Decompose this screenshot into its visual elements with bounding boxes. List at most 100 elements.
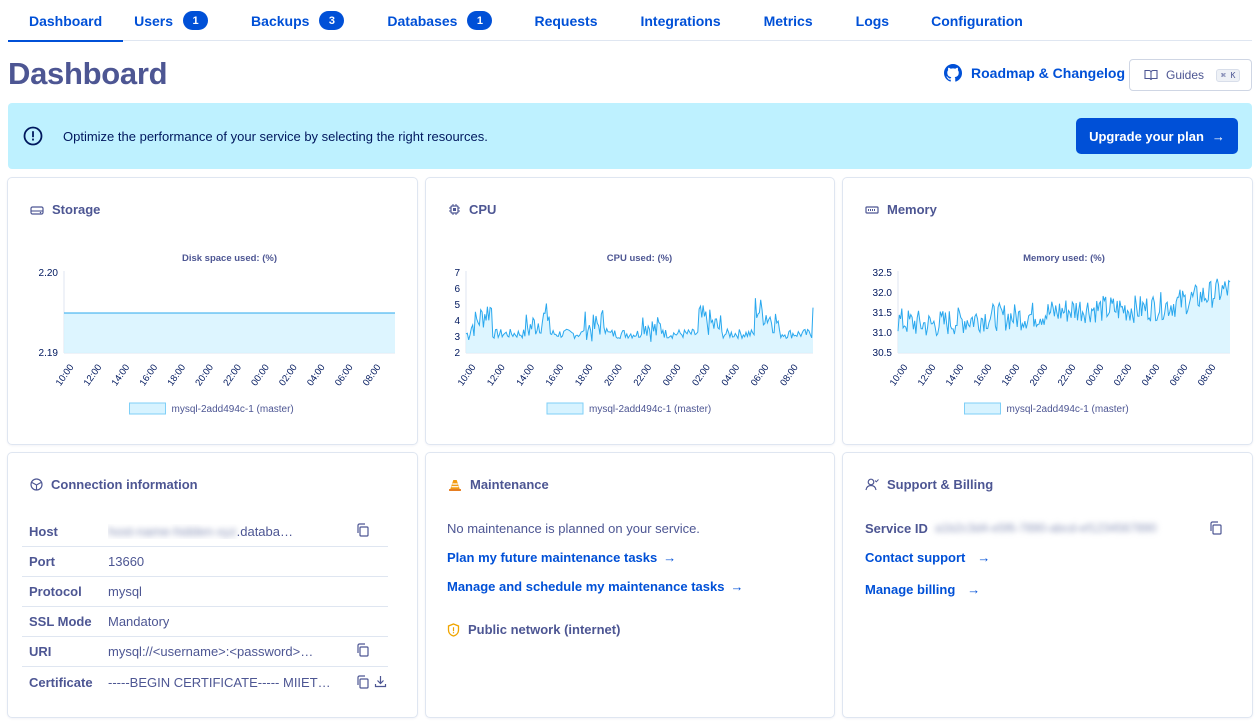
y-tick-label: 32.5: [873, 268, 893, 279]
legend-label: mysql-2add494c-1 (master): [1007, 404, 1129, 415]
arrow-right-icon: →: [977, 550, 991, 565]
tab-dashboard[interactable]: Dashboard: [8, 0, 124, 42]
arrow-right-icon: →: [1211, 128, 1225, 144]
blurred-host: host-name-hidden-xyz: [108, 524, 237, 539]
x-tick-label: 12:00: [916, 362, 939, 388]
x-tick-label: 06:00: [749, 362, 772, 388]
series-area: [466, 298, 813, 353]
traffic-cone-icon: [449, 479, 461, 491]
x-tick-label: 04:00: [720, 362, 743, 388]
storage-chart: Disk space used: (%) 2.20 2.19 10:00 12:00 14…: [39, 253, 395, 415]
copy-icon[interactable]: [356, 643, 369, 657]
y-tick-label: 7: [454, 268, 460, 279]
y-tick-label: 31.0: [873, 328, 893, 339]
link-label: Manage billing: [865, 582, 956, 597]
cpu-chart: CPU used: (%) 7 6 5 4 3 2 10:00 12:00 14:00 16:00 1…: [454, 253, 814, 415]
table-row: Host host-name-hidden-xyz.databa…: [22, 517, 388, 547]
row-label: Port: [29, 554, 55, 569]
connection-table: Host host-name-hidden-xyz.databa… Port 1…: [22, 517, 388, 697]
x-tick-label: 00:00: [249, 362, 272, 388]
download-icon[interactable]: [374, 675, 387, 688]
memory-card: Memory Memory used: (%) 32.5 32.0 31.5 31.0 3…: [842, 177, 1253, 445]
chart-title: CPU used: (%): [607, 253, 672, 264]
card-title: Support & Billing: [865, 477, 993, 492]
x-tick-label: 12:00: [82, 362, 105, 388]
connection-card: Connection information: [7, 452, 418, 718]
table-row: Certificate -----BEGIN CERTIFICATE----- …: [22, 667, 388, 697]
card-title-text: Memory: [887, 202, 937, 217]
service-id-value: a1b2c3d4-e5f6-7890-abcd-ef1234567890: [935, 521, 1157, 535]
x-tick-label: 14:00: [110, 362, 133, 388]
card-title-text: Support & Billing: [887, 477, 994, 492]
x-tick-label: 10:00: [888, 362, 911, 388]
x-tick-label: 18:00: [573, 362, 596, 388]
x-tick-label: 08:00: [361, 362, 384, 388]
legend-label: mysql-2add494c-1 (master): [589, 404, 711, 415]
x-tick-label: 10:00: [456, 362, 479, 388]
x-tick-label: 06:00: [1168, 362, 1191, 388]
host-suffix: .databa…: [236, 524, 293, 539]
guides-button[interactable]: Guides ⌘ K: [1129, 59, 1252, 91]
tab-requests[interactable]: Requests: [534, 0, 597, 41]
x-tick-label: 04:00: [305, 362, 328, 388]
x-tick-label: 02:00: [277, 362, 300, 388]
link-label: Plan my future maintenance tasks: [447, 550, 658, 565]
x-tick-label: 04:00: [1140, 362, 1163, 388]
tab-logs[interactable]: Logs: [856, 0, 889, 41]
shield-icon: [447, 622, 460, 637]
row-label: Host: [29, 524, 58, 539]
tab-backups[interactable]: Backups 3: [251, 0, 345, 41]
tab-label: Configuration: [931, 12, 1023, 29]
y-tick-label: 5: [454, 300, 460, 311]
x-tick-label: 22:00: [1056, 362, 1079, 388]
arrow-right-icon: →: [730, 579, 744, 594]
manage-billing-link[interactable]: Manage billing →: [865, 582, 980, 597]
tab-bar: Dashboard Users 1 Backups 3 Databases 1 Req…: [8, 0, 1252, 42]
count-badge: 1: [467, 11, 493, 30]
roadmap-link[interactable]: Roadmap & Changelog: [944, 64, 1125, 82]
count-badge: 3: [319, 11, 345, 30]
plan-maintenance-link[interactable]: Plan my future maintenance tasks →: [447, 550, 676, 565]
x-tick-label: 02:00: [1112, 362, 1135, 388]
table-row: Protocol mysql: [22, 577, 388, 607]
hard-drive-icon: [30, 205, 44, 215]
copy-icon[interactable]: [356, 675, 369, 689]
public-network-label: Public network (internet): [468, 622, 621, 637]
card-title-text: Connection information: [51, 477, 198, 492]
github-icon: [944, 64, 962, 82]
card-title: CPU: [448, 202, 496, 217]
legend-swatch: [546, 402, 584, 415]
row-value: -----BEGIN CERTIFICATE----- MIIETT…: [108, 674, 338, 690]
y-tick-label: 3: [454, 332, 460, 343]
tab-databases[interactable]: Databases 1: [387, 0, 493, 41]
count-badge: 1: [183, 11, 209, 30]
tab-label: Dashboard: [29, 12, 103, 29]
upgrade-plan-button[interactable]: Upgrade your plan →: [1076, 118, 1238, 154]
x-tick-label: 06:00: [333, 362, 356, 388]
user-icon: [865, 478, 879, 491]
y-tick-label: 2: [454, 348, 460, 359]
series-area: [898, 278, 1230, 353]
x-tick-label: 20:00: [193, 362, 216, 388]
x-tick-label: 12:00: [485, 362, 508, 388]
tab-metrics[interactable]: Metrics: [764, 0, 813, 41]
tab-configuration[interactable]: Configuration: [931, 0, 1023, 41]
arrow-right-icon: →: [663, 550, 677, 565]
card-title: Storage: [30, 202, 100, 217]
tab-users[interactable]: Users 1: [134, 0, 209, 41]
tab-integrations[interactable]: Integrations: [640, 0, 720, 41]
row-value: host-name-hidden-xyz.databa…: [108, 524, 293, 539]
card-title-text: Storage: [52, 202, 101, 217]
tab-label: Logs: [855, 12, 890, 29]
info-circle-icon: [23, 126, 43, 146]
copy-icon[interactable]: [1209, 521, 1222, 535]
memory-icon: [865, 205, 879, 214]
copy-icon[interactable]: [356, 523, 369, 537]
x-tick-label: 00:00: [661, 362, 684, 388]
memory-chart: Memory used: (%) 32.5 32.0 31.5 31.0 30.5 10:0…: [873, 253, 1231, 415]
contact-support-link[interactable]: Contact support →: [865, 550, 990, 565]
support-card: Support & Billing: [842, 452, 1253, 718]
manage-maintenance-link[interactable]: Manage and schedule my maintenance tasks…: [447, 579, 743, 594]
row-label: URI: [29, 644, 52, 659]
x-tick-label: 18:00: [1000, 362, 1023, 388]
